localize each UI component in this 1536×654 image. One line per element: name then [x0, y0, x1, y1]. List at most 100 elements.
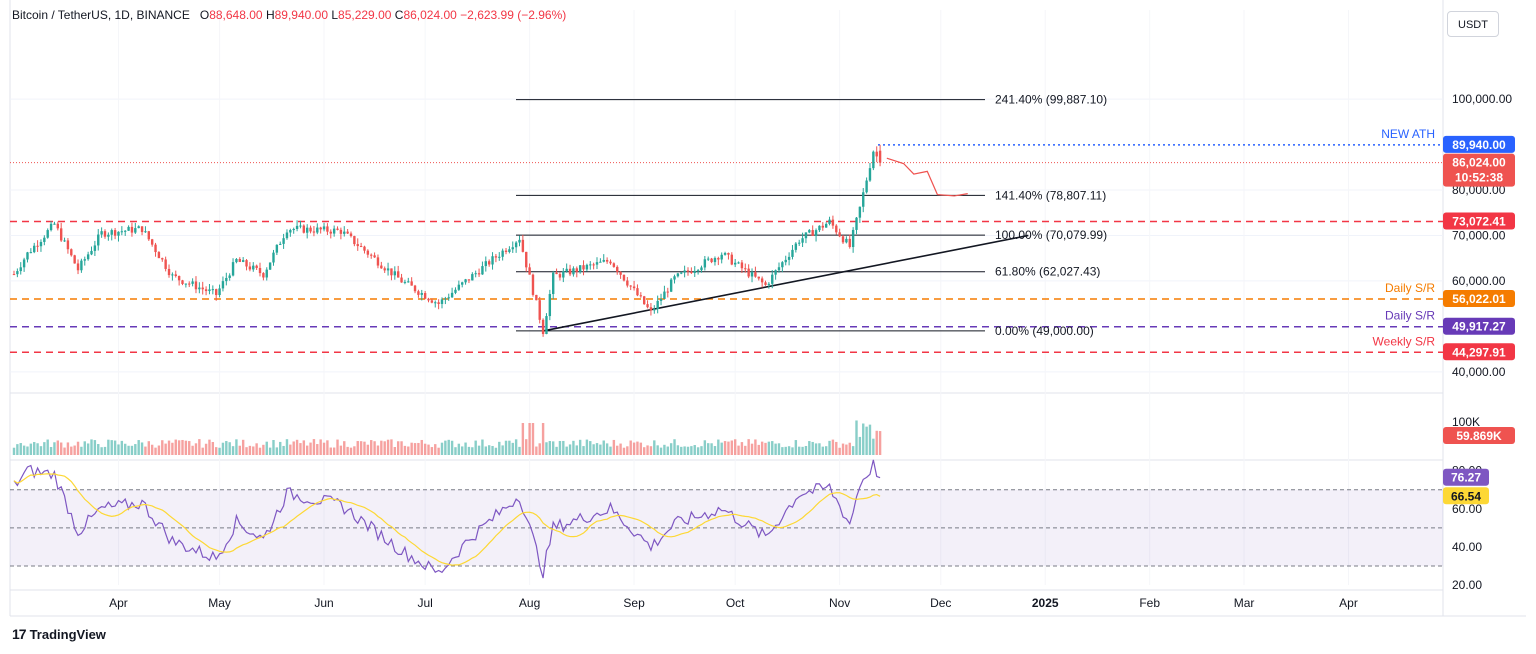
volume-bar [434, 444, 437, 455]
level-label: NEW ATH [1381, 127, 1435, 141]
candle [359, 246, 363, 248]
volume-bar [784, 446, 787, 455]
volume-bar [93, 440, 97, 455]
volume-bar [235, 439, 238, 455]
candle [343, 231, 346, 234]
volume-bar [592, 444, 595, 455]
volume-bar [723, 441, 727, 455]
volume-bar [471, 447, 474, 455]
rsi-value-tag [1443, 468, 1489, 486]
rsi-tick-label: 40.00 [1452, 540, 1482, 554]
volume-bar [241, 439, 245, 455]
volume-bar [720, 442, 723, 455]
volume-bar [353, 446, 356, 455]
volume-bar [545, 442, 548, 455]
candle [777, 267, 781, 271]
volume-bar [683, 446, 686, 455]
candle [717, 258, 720, 260]
volume-bar [791, 447, 794, 455]
volume-bar [258, 447, 262, 455]
candles [12, 144, 882, 337]
volume-bar [656, 445, 659, 455]
volume-bar [632, 442, 636, 455]
volume-bar [626, 446, 629, 455]
candle [268, 262, 272, 270]
candle [838, 232, 841, 237]
volume-bar [703, 440, 707, 455]
currency-button[interactable]: USDT [1447, 11, 1499, 37]
candle [824, 223, 828, 228]
volume-bar [279, 441, 282, 455]
volume-bar [828, 440, 831, 455]
candle [855, 217, 858, 230]
candle [59, 228, 63, 241]
candle [225, 277, 228, 282]
candle [814, 230, 818, 236]
volume-bar [521, 423, 525, 455]
candle [461, 282, 464, 285]
candle [302, 225, 306, 233]
volume-bar [814, 443, 818, 455]
volume-bar [272, 440, 275, 455]
candle [511, 247, 514, 250]
price-tag [1443, 135, 1515, 153]
candle [107, 234, 110, 237]
volume-bar [575, 445, 578, 455]
candle [194, 281, 198, 290]
candle [764, 282, 767, 285]
volume-bar [36, 443, 39, 455]
candle [771, 274, 774, 284]
candle [649, 307, 653, 311]
candle [828, 219, 831, 224]
candle [353, 236, 356, 245]
x-tick-label: Dec [930, 596, 951, 610]
projection-path [886, 157, 968, 197]
candle [191, 281, 194, 284]
y-tick-label: 40,000.00 [1452, 365, 1506, 379]
volume-bar [508, 440, 511, 455]
tradingview-logo-icon: 17 [12, 626, 27, 642]
candle [26, 252, 29, 260]
candle [444, 298, 447, 300]
volume-bar [90, 439, 93, 455]
candle [434, 302, 437, 304]
volume-bar [798, 446, 801, 455]
volume-bar [481, 439, 484, 455]
volume-bar [572, 440, 575, 455]
candle [56, 223, 60, 229]
candle [487, 261, 491, 265]
volume-bar [498, 441, 501, 455]
volume-bar [504, 440, 508, 455]
volume-bar [181, 439, 184, 455]
candle [629, 285, 632, 287]
candle [804, 232, 808, 239]
volume-bar [875, 430, 878, 455]
candle [659, 298, 663, 301]
candle [248, 266, 252, 270]
volume-bar [238, 445, 241, 455]
volume-bar [56, 440, 60, 455]
volume-bar [171, 442, 174, 455]
volume-bar [167, 440, 171, 455]
volume-bar [518, 446, 521, 455]
candle [757, 276, 760, 279]
candle [19, 267, 22, 272]
volume-bar [531, 423, 535, 455]
volume-bar [413, 443, 417, 455]
volume-bar [831, 439, 835, 455]
volume-bar [83, 441, 86, 455]
candle [309, 227, 312, 232]
volume-bar [110, 440, 113, 455]
volume-bar [605, 443, 609, 455]
volume-bar [862, 423, 865, 455]
price-tag-label: 56,022.01 [1452, 292, 1506, 306]
volume-bar [858, 436, 862, 455]
volume-bar [295, 439, 299, 455]
tradingview-logo[interactable]: 17 TradingView [12, 626, 106, 642]
candle [791, 249, 794, 257]
volume-bar [316, 444, 319, 455]
volume-axis-label: 100K [1452, 415, 1480, 429]
x-tick-label: Apr [109, 596, 128, 610]
volume-bar [487, 445, 491, 455]
